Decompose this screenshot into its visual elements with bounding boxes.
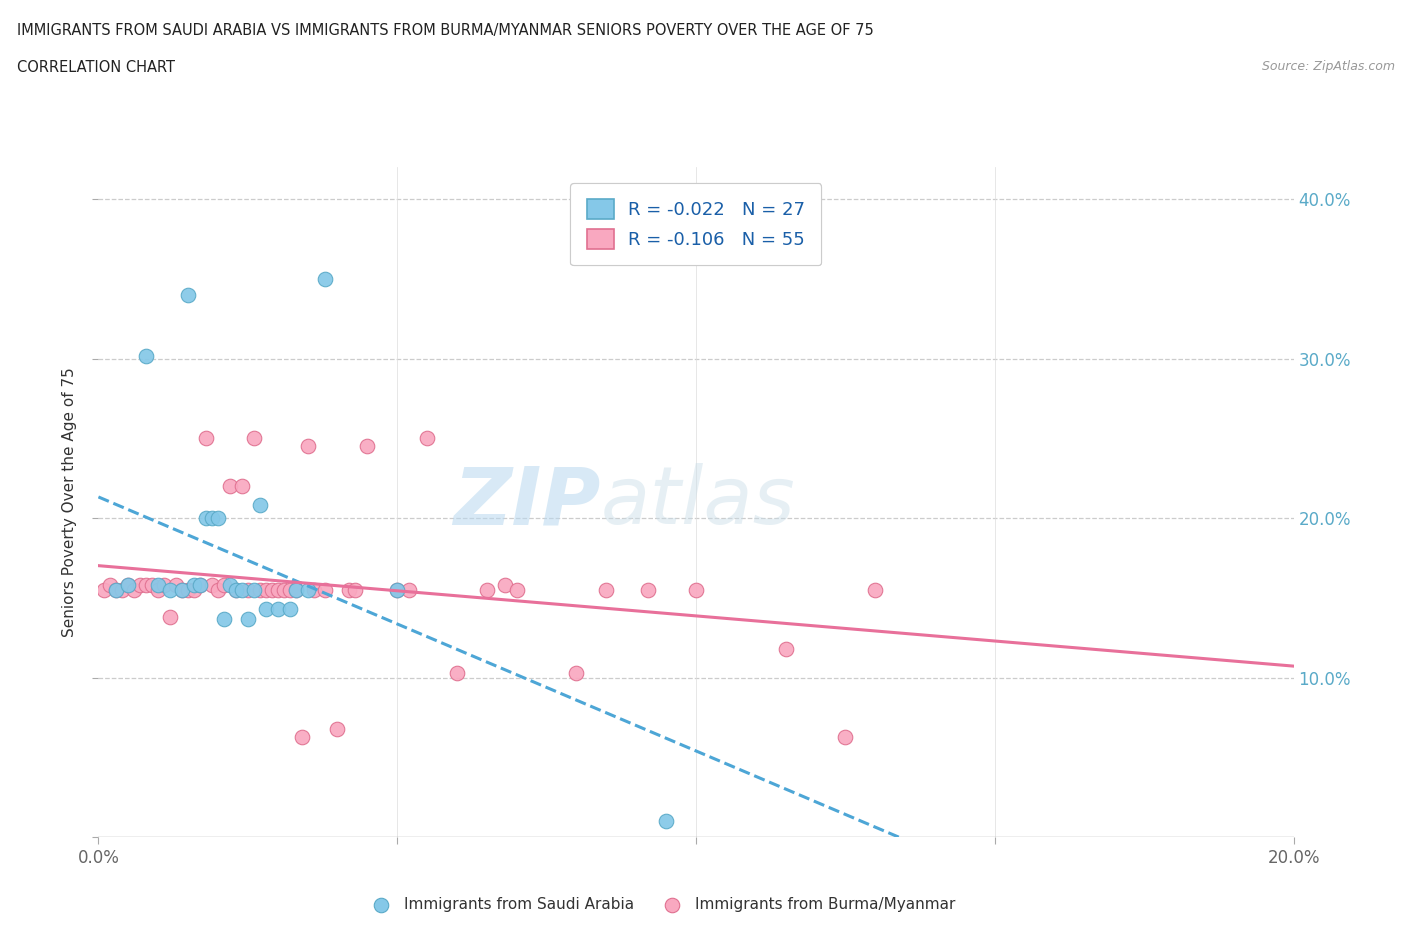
Point <box>865 582 887 597</box>
Point <box>385 582 409 597</box>
Point <box>398 582 420 597</box>
Point <box>225 582 247 597</box>
Point <box>291 729 314 744</box>
Text: Source: ZipAtlas.com: Source: ZipAtlas.com <box>1261 60 1395 73</box>
Point <box>344 582 367 597</box>
Point <box>201 578 224 592</box>
Point <box>135 578 157 592</box>
Point <box>506 582 529 597</box>
Point <box>172 582 194 597</box>
Point <box>195 431 218 445</box>
Point <box>297 439 319 454</box>
Point <box>267 582 290 597</box>
Point <box>159 582 181 597</box>
Point <box>177 287 200 302</box>
Text: atlas: atlas <box>600 463 796 541</box>
Point <box>153 578 176 592</box>
Point <box>273 582 295 597</box>
Point <box>117 578 139 592</box>
Point <box>243 582 266 597</box>
Point <box>135 348 157 363</box>
Point <box>231 479 253 494</box>
Point <box>141 578 163 592</box>
Point <box>188 578 211 592</box>
Point <box>105 582 128 597</box>
Point <box>188 578 211 592</box>
Point <box>183 582 205 597</box>
Point <box>207 511 229 525</box>
Point <box>260 582 283 597</box>
Point <box>212 611 235 626</box>
Point <box>254 582 277 597</box>
Point <box>565 665 588 680</box>
Point <box>267 602 290 617</box>
Point <box>159 609 181 624</box>
Point <box>201 511 224 525</box>
Point <box>494 578 516 592</box>
Point <box>231 582 253 597</box>
Point <box>165 578 187 592</box>
Point <box>385 582 409 597</box>
Text: ZIP: ZIP <box>453 463 600 541</box>
Point <box>219 479 242 494</box>
Point <box>225 582 247 597</box>
Point <box>172 582 194 597</box>
Point <box>236 611 259 626</box>
Point <box>117 578 139 592</box>
Point <box>249 582 271 597</box>
Point <box>219 578 242 592</box>
Point <box>655 814 678 829</box>
Point <box>177 582 200 597</box>
Point <box>595 582 617 597</box>
Text: IMMIGRANTS FROM SAUDI ARABIA VS IMMIGRANTS FROM BURMA/MYANMAR SENIORS POVERTY OV: IMMIGRANTS FROM SAUDI ARABIA VS IMMIGRAN… <box>17 23 873 38</box>
Point <box>302 582 325 597</box>
Point <box>834 729 856 744</box>
Point <box>637 582 659 597</box>
Point <box>105 582 128 597</box>
Point <box>148 582 170 597</box>
Point <box>416 431 439 445</box>
Point <box>254 602 277 617</box>
Point <box>356 439 378 454</box>
Point <box>278 582 301 597</box>
Point <box>236 582 259 597</box>
Point <box>278 602 301 617</box>
Point <box>685 582 707 597</box>
Point <box>129 578 152 592</box>
Point <box>111 582 134 597</box>
Point <box>326 721 349 736</box>
Point <box>100 578 122 592</box>
Point <box>124 582 146 597</box>
Y-axis label: Seniors Poverty Over the Age of 75: Seniors Poverty Over the Age of 75 <box>62 367 77 637</box>
Point <box>475 582 498 597</box>
Point <box>446 665 468 680</box>
Text: CORRELATION CHART: CORRELATION CHART <box>17 60 174 75</box>
Point <box>183 578 205 592</box>
Point <box>243 431 266 445</box>
Point <box>93 582 115 597</box>
Point <box>284 582 307 597</box>
Point <box>148 578 170 592</box>
Point <box>315 272 337 286</box>
Point <box>315 582 337 597</box>
Point <box>195 511 218 525</box>
Point <box>297 582 319 597</box>
Point <box>339 582 360 597</box>
Point <box>284 582 307 597</box>
Legend: R = -0.022   N = 27, R = -0.106   N = 55: R = -0.022 N = 27, R = -0.106 N = 55 <box>571 183 821 265</box>
Point <box>212 578 235 592</box>
Point <box>775 642 797 657</box>
Point <box>207 582 229 597</box>
Legend: Immigrants from Saudi Arabia, Immigrants from Burma/Myanmar: Immigrants from Saudi Arabia, Immigrants… <box>360 891 962 918</box>
Point <box>249 498 271 512</box>
